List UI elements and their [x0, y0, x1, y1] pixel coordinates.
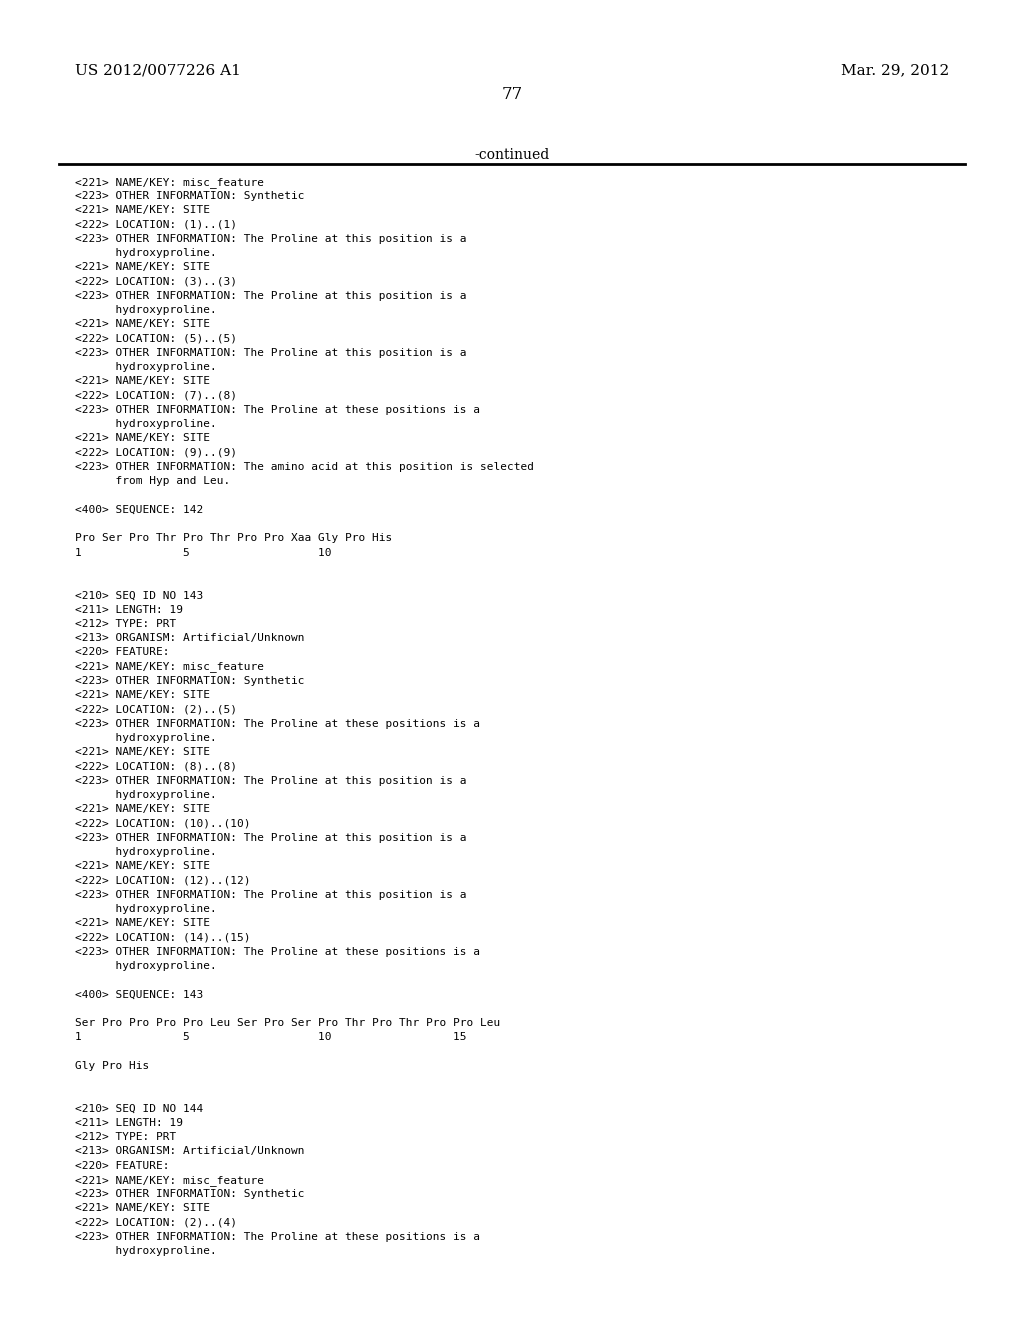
Text: <221> NAME/KEY: SITE: <221> NAME/KEY: SITE — [75, 433, 210, 444]
Text: Mar. 29, 2012: Mar. 29, 2012 — [841, 63, 949, 78]
Text: from Hyp and Leu.: from Hyp and Leu. — [75, 477, 230, 486]
Text: <211> LENGTH: 19: <211> LENGTH: 19 — [75, 1118, 182, 1127]
Text: <222> LOCATION: (2)..(4): <222> LOCATION: (2)..(4) — [75, 1217, 237, 1228]
Text: <221> NAME/KEY: SITE: <221> NAME/KEY: SITE — [75, 1204, 210, 1213]
Text: <222> LOCATION: (14)..(15): <222> LOCATION: (14)..(15) — [75, 932, 250, 942]
Text: hydroxyproline.: hydroxyproline. — [75, 847, 216, 857]
Text: hydroxyproline.: hydroxyproline. — [75, 420, 216, 429]
Text: <223> OTHER INFORMATION: The Proline at this position is a: <223> OTHER INFORMATION: The Proline at … — [75, 234, 466, 244]
Text: -continued: -continued — [474, 148, 550, 162]
Text: hydroxyproline.: hydroxyproline. — [75, 733, 216, 743]
Text: <222> LOCATION: (3)..(3): <222> LOCATION: (3)..(3) — [75, 277, 237, 286]
Text: <223> OTHER INFORMATION: The Proline at this position is a: <223> OTHER INFORMATION: The Proline at … — [75, 348, 466, 358]
Text: <220> FEATURE:: <220> FEATURE: — [75, 1160, 169, 1171]
Text: <221> NAME/KEY: SITE: <221> NAME/KEY: SITE — [75, 319, 210, 330]
Text: 1               5                   10                  15: 1 5 10 15 — [75, 1032, 466, 1043]
Text: <223> OTHER INFORMATION: Synthetic: <223> OTHER INFORMATION: Synthetic — [75, 191, 304, 201]
Text: <222> LOCATION: (9)..(9): <222> LOCATION: (9)..(9) — [75, 447, 237, 458]
Text: <221> NAME/KEY: SITE: <221> NAME/KEY: SITE — [75, 919, 210, 928]
Text: <221> NAME/KEY: SITE: <221> NAME/KEY: SITE — [75, 376, 210, 387]
Text: <222> LOCATION: (7)..(8): <222> LOCATION: (7)..(8) — [75, 391, 237, 401]
Text: <221> NAME/KEY: misc_feature: <221> NAME/KEY: misc_feature — [75, 661, 264, 672]
Text: <212> TYPE: PRT: <212> TYPE: PRT — [75, 1133, 176, 1142]
Text: hydroxyproline.: hydroxyproline. — [75, 1246, 216, 1257]
Text: <223> OTHER INFORMATION: The Proline at this position is a: <223> OTHER INFORMATION: The Proline at … — [75, 833, 466, 842]
Text: <223> OTHER INFORMATION: The Proline at these positions is a: <223> OTHER INFORMATION: The Proline at … — [75, 1232, 480, 1242]
Text: <223> OTHER INFORMATION: The Proline at these positions is a: <223> OTHER INFORMATION: The Proline at … — [75, 946, 480, 957]
Text: <400> SEQUENCE: 142: <400> SEQUENCE: 142 — [75, 504, 203, 515]
Text: hydroxyproline.: hydroxyproline. — [75, 248, 216, 259]
Text: hydroxyproline.: hydroxyproline. — [75, 961, 216, 972]
Text: hydroxyproline.: hydroxyproline. — [75, 789, 216, 800]
Text: <221> NAME/KEY: SITE: <221> NAME/KEY: SITE — [75, 747, 210, 758]
Text: <211> LENGTH: 19: <211> LENGTH: 19 — [75, 605, 182, 615]
Text: hydroxyproline.: hydroxyproline. — [75, 362, 216, 372]
Text: <223> OTHER INFORMATION: The Proline at this position is a: <223> OTHER INFORMATION: The Proline at … — [75, 776, 466, 785]
Text: <222> LOCATION: (8)..(8): <222> LOCATION: (8)..(8) — [75, 762, 237, 771]
Text: 77: 77 — [502, 86, 522, 103]
Text: <223> OTHER INFORMATION: Synthetic: <223> OTHER INFORMATION: Synthetic — [75, 676, 304, 686]
Text: <210> SEQ ID NO 144: <210> SEQ ID NO 144 — [75, 1104, 203, 1114]
Text: <222> LOCATION: (5)..(5): <222> LOCATION: (5)..(5) — [75, 334, 237, 343]
Text: <221> NAME/KEY: SITE: <221> NAME/KEY: SITE — [75, 690, 210, 700]
Text: <212> TYPE: PRT: <212> TYPE: PRT — [75, 619, 176, 628]
Text: <223> OTHER INFORMATION: Synthetic: <223> OTHER INFORMATION: Synthetic — [75, 1189, 304, 1199]
Text: <221> NAME/KEY: misc_feature: <221> NAME/KEY: misc_feature — [75, 177, 264, 187]
Text: Pro Ser Pro Thr Pro Thr Pro Pro Xaa Gly Pro His: Pro Ser Pro Thr Pro Thr Pro Pro Xaa Gly … — [75, 533, 392, 544]
Text: <213> ORGANISM: Artificial/Unknown: <213> ORGANISM: Artificial/Unknown — [75, 1146, 304, 1156]
Text: US 2012/0077226 A1: US 2012/0077226 A1 — [75, 63, 241, 78]
Text: <221> NAME/KEY: SITE: <221> NAME/KEY: SITE — [75, 861, 210, 871]
Text: hydroxyproline.: hydroxyproline. — [75, 904, 216, 913]
Text: <213> ORGANISM: Artificial/Unknown: <213> ORGANISM: Artificial/Unknown — [75, 634, 304, 643]
Text: <222> LOCATION: (12)..(12): <222> LOCATION: (12)..(12) — [75, 875, 250, 886]
Text: <223> OTHER INFORMATION: The amino acid at this position is selected: <223> OTHER INFORMATION: The amino acid … — [75, 462, 534, 473]
Text: <221> NAME/KEY: misc_feature: <221> NAME/KEY: misc_feature — [75, 1175, 264, 1185]
Text: <210> SEQ ID NO 143: <210> SEQ ID NO 143 — [75, 590, 203, 601]
Text: <223> OTHER INFORMATION: The Proline at this position is a: <223> OTHER INFORMATION: The Proline at … — [75, 290, 466, 301]
Text: <220> FEATURE:: <220> FEATURE: — [75, 647, 169, 657]
Text: Ser Pro Pro Pro Pro Leu Ser Pro Ser Pro Thr Pro Thr Pro Pro Leu: Ser Pro Pro Pro Pro Leu Ser Pro Ser Pro … — [75, 1018, 500, 1028]
Text: Gly Pro His: Gly Pro His — [75, 1061, 150, 1071]
Text: 1               5                   10: 1 5 10 — [75, 548, 331, 557]
Text: <400> SEQUENCE: 143: <400> SEQUENCE: 143 — [75, 990, 203, 999]
Text: <221> NAME/KEY: SITE: <221> NAME/KEY: SITE — [75, 804, 210, 814]
Text: hydroxyproline.: hydroxyproline. — [75, 305, 216, 315]
Text: <221> NAME/KEY: SITE: <221> NAME/KEY: SITE — [75, 206, 210, 215]
Text: <221> NAME/KEY: SITE: <221> NAME/KEY: SITE — [75, 263, 210, 272]
Text: <223> OTHER INFORMATION: The Proline at these positions is a: <223> OTHER INFORMATION: The Proline at … — [75, 718, 480, 729]
Text: <222> LOCATION: (10)..(10): <222> LOCATION: (10)..(10) — [75, 818, 250, 829]
Text: <222> LOCATION: (1)..(1): <222> LOCATION: (1)..(1) — [75, 219, 237, 230]
Text: <223> OTHER INFORMATION: The Proline at this position is a: <223> OTHER INFORMATION: The Proline at … — [75, 890, 466, 900]
Text: <223> OTHER INFORMATION: The Proline at these positions is a: <223> OTHER INFORMATION: The Proline at … — [75, 405, 480, 414]
Text: <222> LOCATION: (2)..(5): <222> LOCATION: (2)..(5) — [75, 705, 237, 714]
